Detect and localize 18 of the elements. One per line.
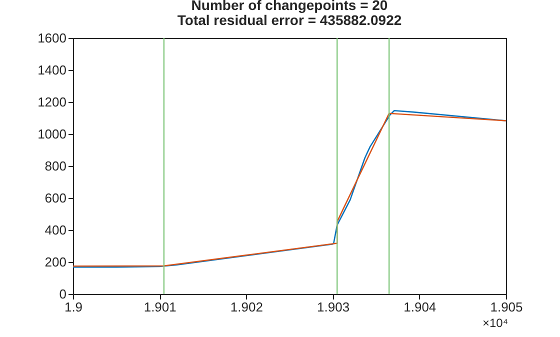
x-tick-label: 1.9: [64, 300, 83, 314]
y-tick-label: 800: [44, 158, 66, 174]
chart-title: Number of changepoints = 20: [191, 0, 388, 13]
y-tick-label: 200: [44, 254, 66, 270]
y-tick-label: 0: [59, 286, 66, 302]
text: ×10⁴: [482, 316, 508, 330]
y-tick-label: 1200: [38, 94, 66, 110]
x-tick-label: 1.901: [144, 300, 176, 314]
y-tick-label: 1000: [38, 126, 66, 142]
y-tick-label: 400: [44, 222, 66, 238]
chart-subtitle: Total residual error = 435882.0922: [177, 12, 402, 28]
x-tick-label: 1.902: [230, 300, 263, 314]
x-tick-label: 1.905: [490, 300, 523, 314]
y-tick-label: 1400: [38, 62, 66, 78]
x-tick-label: 1.903: [317, 300, 350, 314]
y-tick-label: 1600: [38, 30, 66, 46]
x-tick-label: 1.904: [404, 300, 436, 314]
y-tick-label: 600: [44, 190, 66, 206]
